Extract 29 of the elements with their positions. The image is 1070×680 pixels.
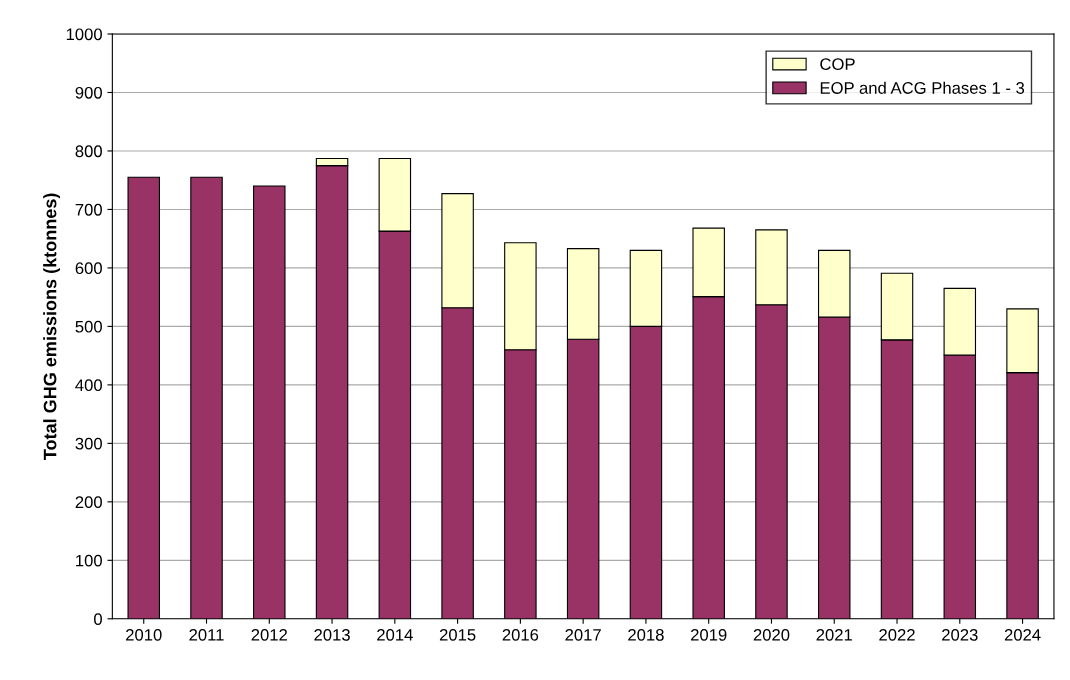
legend-label: COP <box>820 58 855 71</box>
y-tick-label: 200 <box>75 496 102 509</box>
x-tick-label: 2016 <box>502 628 539 641</box>
x-tick-label: 2013 <box>314 628 350 641</box>
y-tick-label: 600 <box>75 262 102 275</box>
x-tick-label: 2012 <box>251 628 287 641</box>
y-tick-label: 300 <box>75 437 102 450</box>
x-tick-label: 2011 <box>189 628 224 641</box>
x-tick-label: 2014 <box>377 628 413 641</box>
y-tick-label: 500 <box>75 320 102 333</box>
y-tick-label: 400 <box>75 379 102 392</box>
x-tick-label: 2021 <box>816 628 852 641</box>
x-tick-label: 2018 <box>628 628 664 641</box>
x-tick-label: 2020 <box>753 628 790 641</box>
x-tick-label: 2023 <box>942 628 978 641</box>
y-axis-title: Total GHG emissions (ktonnes) <box>43 193 60 460</box>
x-tick-label: 2024 <box>1004 628 1041 641</box>
x-tick-label: 2017 <box>565 628 601 641</box>
legend-label: EOP and ACG Phases 1 - 3 <box>820 81 1025 94</box>
y-tick-label: 0 <box>94 613 102 625</box>
x-tick-label: 2019 <box>691 628 727 641</box>
x-tick-label: 2015 <box>439 628 476 641</box>
y-tick-label: 100 <box>76 554 102 567</box>
y-tick-label: 700 <box>75 203 102 216</box>
y-tick-label: 900 <box>75 86 102 99</box>
y-tick-label: 1000 <box>66 28 102 41</box>
x-tick-label: 2010 <box>126 628 162 641</box>
y-tick-label: 800 <box>75 145 102 158</box>
x-tick-label: 2022 <box>879 628 915 641</box>
